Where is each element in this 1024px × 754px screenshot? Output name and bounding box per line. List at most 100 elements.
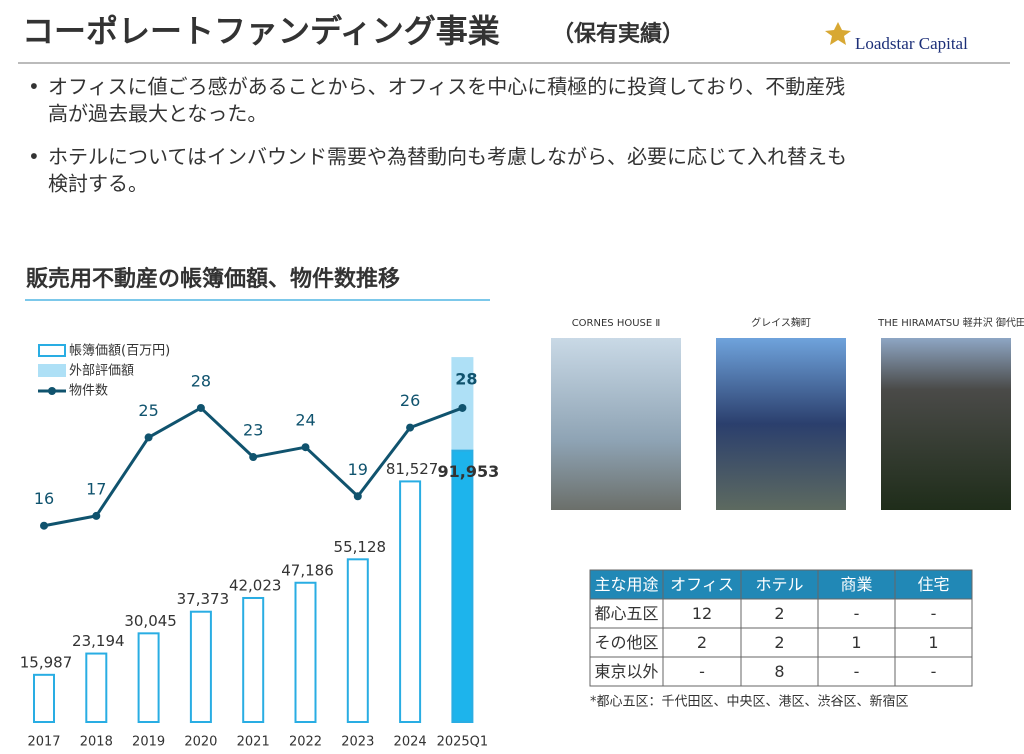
- table-header: 住宅: [917, 575, 949, 594]
- bar: [399, 480, 422, 723]
- count-marker: [249, 453, 258, 462]
- count-marker: [406, 423, 415, 432]
- bar: [137, 632, 160, 724]
- logo: Loadstar Capital: [855, 34, 968, 53]
- table-cell: [740, 569, 819, 600]
- bullet-text: 検討する。: [48, 172, 148, 196]
- table-cell-text: -: [931, 662, 937, 681]
- legend-swatch: [38, 344, 66, 357]
- x-tick-label: 2018: [80, 735, 113, 750]
- table-cell-text: 2: [774, 633, 784, 652]
- count-marker: [144, 433, 153, 442]
- table-cell: [589, 656, 664, 687]
- x-tick-label: 2023: [341, 735, 374, 750]
- table-cell-text: -: [699, 662, 705, 681]
- table-header: 主な用途: [594, 575, 658, 594]
- count-label: 16: [34, 489, 54, 508]
- x-tick-label: 2017: [27, 735, 60, 750]
- photo: [716, 338, 846, 510]
- section-title: 販売用不動産の帳簿価額、物件数推移: [26, 266, 400, 292]
- photo-caption: THE HIRAMATSU 軽井沢 御代田: [877, 316, 1024, 329]
- table-cell-text: 12: [692, 604, 712, 623]
- photos: CORNES HOUSE Ⅱ グレイス麹町 THE HIRAMATSU 軽井沢 御代…: [551, 316, 1024, 510]
- table-cell-text: -: [854, 604, 860, 623]
- table-cell-text: -: [931, 604, 937, 623]
- bullet-dot: •: [28, 75, 40, 99]
- legend-swatch: [48, 387, 56, 395]
- count-marker: [458, 403, 467, 412]
- legend-label: 物件数: [69, 384, 108, 399]
- table-header: 商業: [840, 575, 872, 594]
- bar: [242, 596, 265, 724]
- table-cell: [589, 627, 664, 658]
- table-header: オフィス: [670, 575, 734, 594]
- table-cell-text: その他区: [594, 633, 658, 652]
- count-label: 28: [191, 371, 211, 390]
- count-marker: [301, 443, 310, 452]
- count-label: 24: [295, 411, 315, 430]
- x-tick-label: 2021: [237, 735, 270, 750]
- x-tick-label: 2022: [289, 735, 322, 750]
- table-cell-text: 1: [928, 633, 938, 652]
- x-tick-label: 2020: [184, 735, 217, 750]
- table-cell: [894, 656, 973, 687]
- bar-value-label: 42,023: [229, 576, 282, 594]
- x-tick-label: 2024: [394, 735, 427, 750]
- count-label: 25: [138, 401, 158, 420]
- photo-caption: CORNES HOUSE Ⅱ: [572, 318, 661, 329]
- table-cell: [740, 656, 819, 687]
- legend-swatch: [38, 364, 66, 377]
- table-cell-text: -: [854, 662, 860, 681]
- bar: [294, 581, 317, 724]
- bar-value-label: 81,527: [386, 460, 439, 478]
- bar-value-label: 55,128: [334, 538, 387, 556]
- table-cell: [740, 627, 819, 658]
- count-marker: [353, 492, 362, 501]
- table-cell-text: 2: [774, 604, 784, 623]
- count-label: 26: [400, 391, 420, 410]
- bar: [451, 449, 474, 723]
- table-cell-text: 8: [774, 662, 784, 681]
- table-cell: [662, 598, 742, 629]
- subtitle: （保有実績）: [552, 21, 684, 47]
- table-cell: [894, 598, 973, 629]
- table-cell-text: 東京以外: [594, 662, 658, 681]
- count-label: 17: [86, 479, 106, 498]
- table-header: ホテル: [755, 575, 803, 594]
- bar: [346, 558, 369, 723]
- bar-value-label: 91,953: [438, 462, 500, 481]
- bar: [85, 652, 108, 723]
- table-cell: [894, 569, 973, 600]
- table-cell-text: 2: [697, 633, 707, 652]
- x-tick-label: 2019: [132, 735, 165, 750]
- count-marker: [40, 521, 48, 530]
- table-cell: [817, 656, 896, 687]
- table-cell: [662, 656, 742, 687]
- count-marker: [196, 403, 205, 412]
- count-label: 23: [243, 421, 263, 440]
- table-cell: [894, 627, 973, 658]
- table-cell-text: 1: [851, 633, 861, 652]
- count-marker: [92, 511, 101, 520]
- bar-stacked: [451, 357, 474, 451]
- x-tick-label: 2025Q1: [437, 735, 489, 750]
- logo-star: [825, 22, 851, 45]
- photo-caption: グレイス麹町: [751, 316, 811, 329]
- chart: 2017 2018 2019 2020 2021 2022 2023 2024 2025Q1 15…: [20, 344, 500, 750]
- footnote: *都心五区：千代田区、中央区、港区、渋谷区、新宿区: [590, 694, 909, 710]
- photo: [551, 338, 681, 510]
- bullets: • オフィスに値ごろ感があることから、オフィスを中心に積極的に投資しており、不動産…: [28, 75, 847, 196]
- table-cell: [817, 627, 896, 658]
- legend-label: 帳簿価額(百万円): [69, 344, 170, 359]
- table-cell: [589, 598, 664, 629]
- bullet-text: オフィスに値ごろ感があることから、オフィスを中心に積極的に投資しており、不動産残: [48, 75, 845, 99]
- legend-label: 外部評価額: [69, 364, 134, 379]
- photo: [881, 338, 1011, 510]
- table-cell: [740, 598, 819, 629]
- bar-value-label: 30,045: [124, 612, 177, 630]
- bar-value-label: 15,987: [20, 653, 73, 671]
- bullet-text: ホテルについてはインバウンド需要や為替動向も考慮しながら、必要に応じて入れ替えも: [48, 145, 847, 169]
- bar-value-label: 23,194: [72, 632, 125, 650]
